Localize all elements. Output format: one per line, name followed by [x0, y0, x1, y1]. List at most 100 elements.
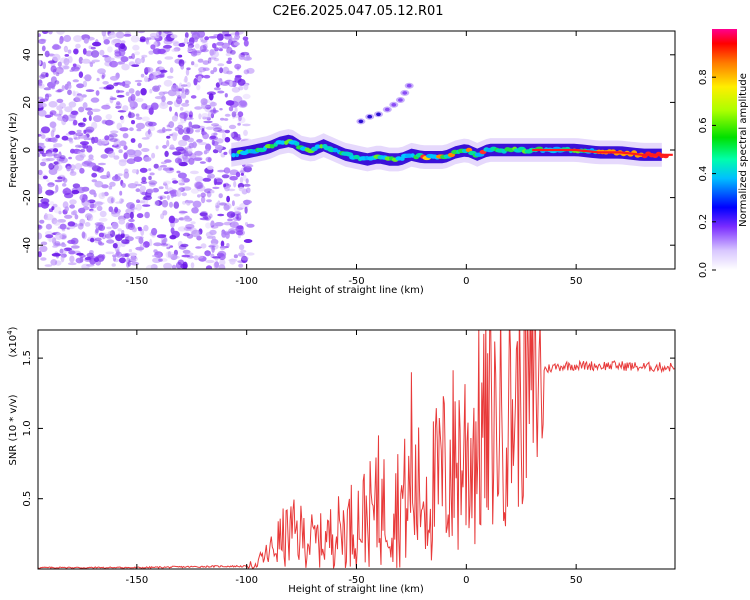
noise-speckle	[217, 250, 227, 258]
noise-speckle	[55, 184, 59, 193]
noise-speckle	[54, 260, 62, 266]
noise-speckle	[238, 244, 245, 251]
noise-speckle	[207, 57, 212, 64]
noise-speckle	[160, 213, 165, 220]
noise-speckle	[190, 50, 198, 57]
noise-speckle	[137, 226, 142, 230]
noise-speckle	[160, 243, 169, 247]
noise-speckle	[76, 83, 85, 89]
noise-speckle	[72, 63, 77, 67]
noise-speckle	[44, 213, 54, 221]
noise-speckle	[49, 112, 54, 117]
noise-speckle	[109, 97, 117, 101]
noise-speckle	[45, 157, 55, 162]
noise-speckle	[200, 196, 206, 204]
secondary-point	[402, 91, 408, 95]
noise-speckle	[193, 255, 199, 261]
noise-speckle	[47, 184, 54, 188]
noise-speckle	[141, 103, 148, 110]
noise-speckle	[154, 200, 163, 206]
noise-speckle	[237, 122, 241, 126]
noise-speckle	[185, 99, 189, 104]
noise-speckle	[81, 263, 90, 269]
noise-speckle	[126, 202, 135, 209]
noise-speckle	[135, 97, 144, 103]
noise-speckle	[111, 263, 116, 267]
noise-speckle	[61, 135, 69, 141]
trace-point	[234, 152, 240, 158]
noise-speckle	[163, 262, 173, 269]
noise-speckle	[210, 70, 215, 75]
noise-speckle	[208, 135, 218, 141]
noise-speckle	[162, 127, 166, 133]
noise-speckle	[196, 255, 204, 259]
noise-speckle	[67, 262, 77, 266]
noise-speckle	[97, 68, 106, 75]
noise-speckle	[125, 91, 130, 97]
noise-speckle	[186, 67, 191, 71]
noise-speckle	[140, 228, 145, 236]
noise-speckle	[190, 221, 196, 225]
noise-speckle	[143, 195, 152, 201]
noise-speckle	[224, 129, 230, 134]
noise-speckle	[38, 232, 43, 240]
noise-speckle	[181, 254, 191, 258]
noise-speckle	[235, 171, 241, 178]
noise-speckle	[156, 31, 162, 38]
noise-speckle	[111, 222, 119, 230]
noise-speckle	[194, 63, 199, 68]
bottom-y-tick-label: 1.0	[22, 420, 33, 436]
noise-speckle	[116, 249, 120, 256]
noise-speckle	[202, 177, 212, 182]
noise-speckle	[129, 211, 134, 220]
noise-speckle	[108, 150, 116, 158]
noise-speckle	[54, 241, 61, 246]
noise-speckle	[185, 68, 190, 76]
noise-speckle	[228, 124, 237, 130]
noise-speckle	[193, 157, 203, 161]
noise-speckle	[153, 200, 160, 207]
noise-speckle	[98, 192, 106, 200]
noise-speckle	[42, 31, 50, 34]
noise-speckle	[181, 87, 185, 94]
noise-speckle	[45, 223, 53, 230]
noise-speckle	[214, 222, 224, 227]
noise-speckle	[155, 145, 159, 150]
noise-region	[38, 31, 255, 269]
noise-speckle	[173, 201, 180, 209]
noise-speckle	[176, 170, 181, 174]
noise-speckle	[128, 249, 133, 253]
top-x-tick-label: 50	[570, 276, 583, 287]
noise-speckle	[238, 115, 242, 122]
noise-speckle	[171, 264, 177, 269]
noise-speckle	[113, 143, 118, 146]
noise-speckle	[164, 184, 169, 190]
noise-speckle	[38, 109, 47, 117]
noise-speckle	[189, 170, 199, 175]
noise-speckle	[51, 86, 55, 90]
noise-speckle	[181, 102, 190, 107]
noise-speckle	[40, 161, 47, 167]
noise-speckle	[119, 198, 124, 204]
noise-speckle	[148, 168, 152, 172]
noise-speckle	[237, 116, 246, 124]
noise-speckle	[196, 139, 203, 143]
noise-speckle	[137, 31, 146, 34]
noise-speckle	[53, 161, 60, 165]
noise-speckle	[233, 180, 237, 188]
noise-speckle	[86, 252, 95, 258]
noise-speckle	[162, 144, 168, 149]
noise-speckle	[52, 203, 58, 208]
noise-speckle	[118, 149, 123, 154]
noise-speckle	[76, 252, 84, 256]
secondary-point	[398, 98, 403, 102]
noise-speckle	[169, 235, 177, 240]
noise-speckle	[84, 129, 93, 134]
noise-speckle	[101, 31, 107, 37]
noise-speckle	[163, 79, 173, 87]
noise-speckle	[42, 61, 46, 70]
noise-speckle	[240, 172, 244, 176]
noise-speckle	[223, 221, 232, 226]
noise-speckle	[116, 101, 121, 106]
noise-speckle	[177, 95, 182, 99]
